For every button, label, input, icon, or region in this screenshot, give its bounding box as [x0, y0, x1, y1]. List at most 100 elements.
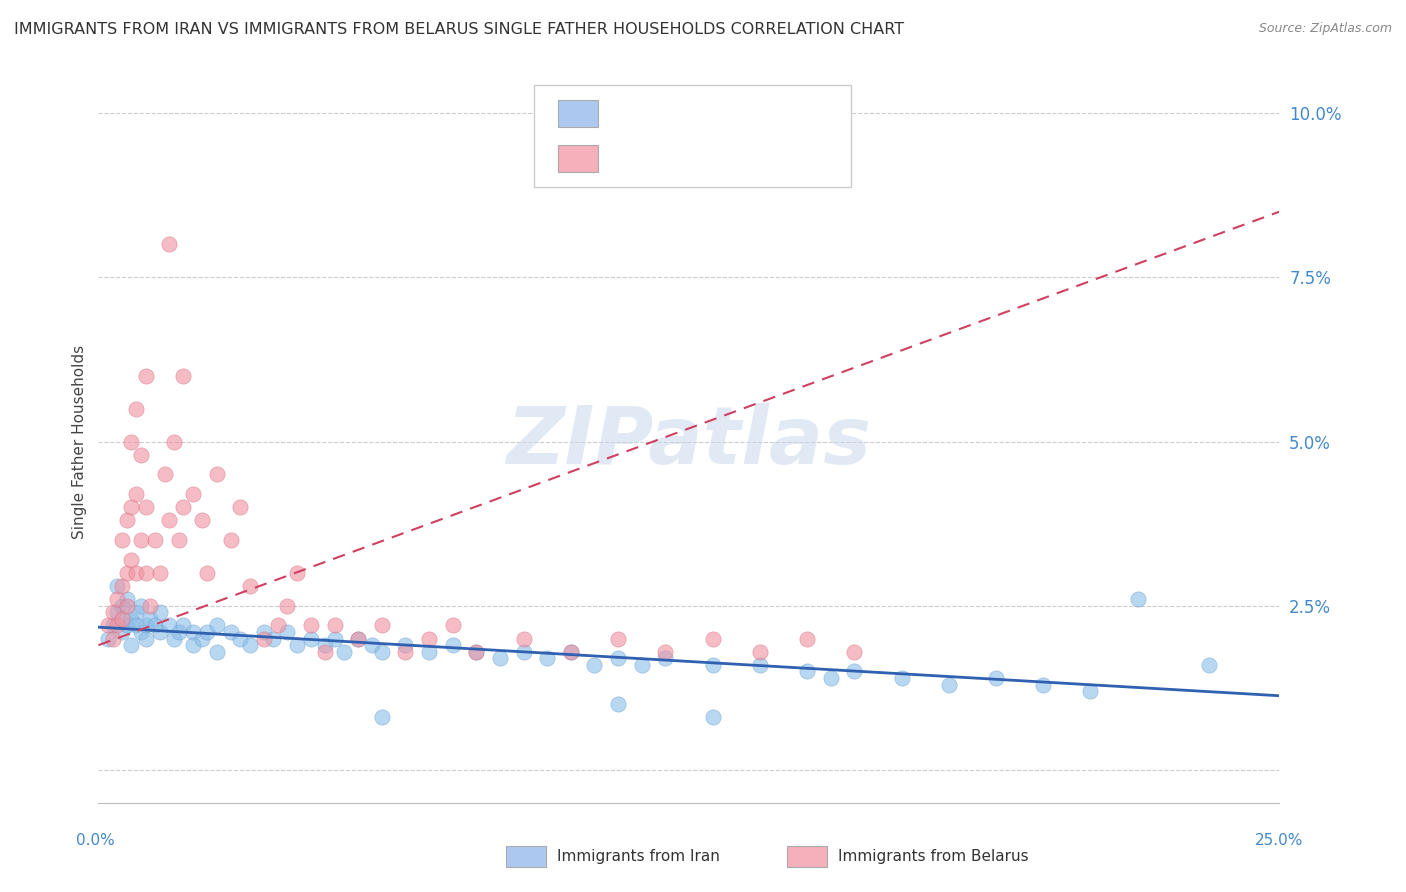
Point	[702, 710, 724, 724]
Point	[371, 645, 394, 659]
Text: R =  0.195  N = 60: R = 0.195 N = 60	[612, 150, 796, 168]
Point	[465, 645, 488, 659]
Point	[139, 612, 162, 626]
Point	[418, 632, 440, 646]
Point	[262, 632, 284, 646]
Point	[489, 651, 512, 665]
Point	[129, 599, 152, 613]
Point	[938, 677, 960, 691]
Point	[105, 605, 128, 619]
Point	[163, 632, 186, 646]
Point	[172, 368, 194, 383]
Point	[299, 618, 322, 632]
Point	[101, 632, 124, 646]
Point	[157, 237, 180, 252]
Point	[191, 632, 214, 646]
Point	[347, 632, 370, 646]
Text: 0.0%: 0.0%	[76, 833, 115, 847]
Point	[191, 513, 214, 527]
Point	[97, 618, 120, 632]
Point	[149, 605, 172, 619]
Point	[984, 671, 1007, 685]
Point	[219, 625, 242, 640]
Text: R = -0.301  N = 71: R = -0.301 N = 71	[612, 104, 797, 122]
Point	[748, 657, 770, 672]
Point	[121, 638, 143, 652]
Point	[333, 645, 356, 659]
Point	[101, 618, 124, 632]
Text: Source: ZipAtlas.com: Source: ZipAtlas.com	[1258, 22, 1392, 36]
Y-axis label: Single Father Households: Single Father Households	[72, 344, 87, 539]
Point	[205, 645, 228, 659]
Point	[105, 618, 128, 632]
Point	[253, 632, 276, 646]
Point	[702, 657, 724, 672]
Point	[97, 632, 120, 646]
Point	[125, 487, 148, 501]
Point	[314, 645, 336, 659]
Point	[105, 592, 128, 607]
Point	[135, 368, 157, 383]
Point	[314, 638, 336, 652]
Point	[276, 599, 298, 613]
Point	[654, 651, 676, 665]
Point	[135, 618, 157, 632]
Point	[167, 533, 190, 547]
Point	[115, 599, 138, 613]
Point	[121, 434, 143, 449]
Point	[115, 592, 138, 607]
Point	[143, 533, 166, 547]
Point	[229, 632, 252, 646]
Point	[135, 632, 157, 646]
Point	[1080, 684, 1102, 698]
Point	[583, 657, 606, 672]
Point	[267, 618, 290, 632]
Point	[253, 625, 276, 640]
Point	[229, 500, 252, 515]
Point	[1198, 657, 1220, 672]
Point	[1032, 677, 1054, 691]
Point	[125, 401, 148, 416]
Point	[512, 645, 534, 659]
Point	[465, 645, 488, 659]
Point	[111, 533, 134, 547]
Point	[135, 500, 157, 515]
Point	[149, 566, 172, 580]
Point	[630, 657, 652, 672]
Point	[101, 605, 124, 619]
Point	[111, 579, 134, 593]
Text: Immigrants from Iran: Immigrants from Iran	[557, 849, 720, 863]
Text: ZIPatlas: ZIPatlas	[506, 402, 872, 481]
Point	[323, 632, 346, 646]
Point	[796, 632, 818, 646]
Point	[1126, 592, 1149, 607]
Point	[143, 618, 166, 632]
Point	[796, 665, 818, 679]
Point	[285, 566, 308, 580]
Point	[195, 566, 218, 580]
Point	[285, 638, 308, 652]
Point	[121, 500, 143, 515]
Point	[702, 632, 724, 646]
Point	[121, 612, 143, 626]
Point	[163, 434, 186, 449]
Point	[371, 710, 394, 724]
Point	[167, 625, 190, 640]
Point	[129, 625, 152, 640]
Point	[129, 448, 152, 462]
Point	[121, 553, 143, 567]
Point	[512, 632, 534, 646]
Point	[654, 645, 676, 659]
Point	[607, 698, 630, 712]
Point	[607, 651, 630, 665]
Point	[181, 487, 204, 501]
Point	[239, 579, 262, 593]
Point	[394, 638, 416, 652]
Point	[205, 618, 228, 632]
Point	[361, 638, 384, 652]
Point	[125, 566, 148, 580]
Point	[441, 618, 464, 632]
Point	[111, 625, 134, 640]
Point	[418, 645, 440, 659]
Point	[820, 671, 842, 685]
